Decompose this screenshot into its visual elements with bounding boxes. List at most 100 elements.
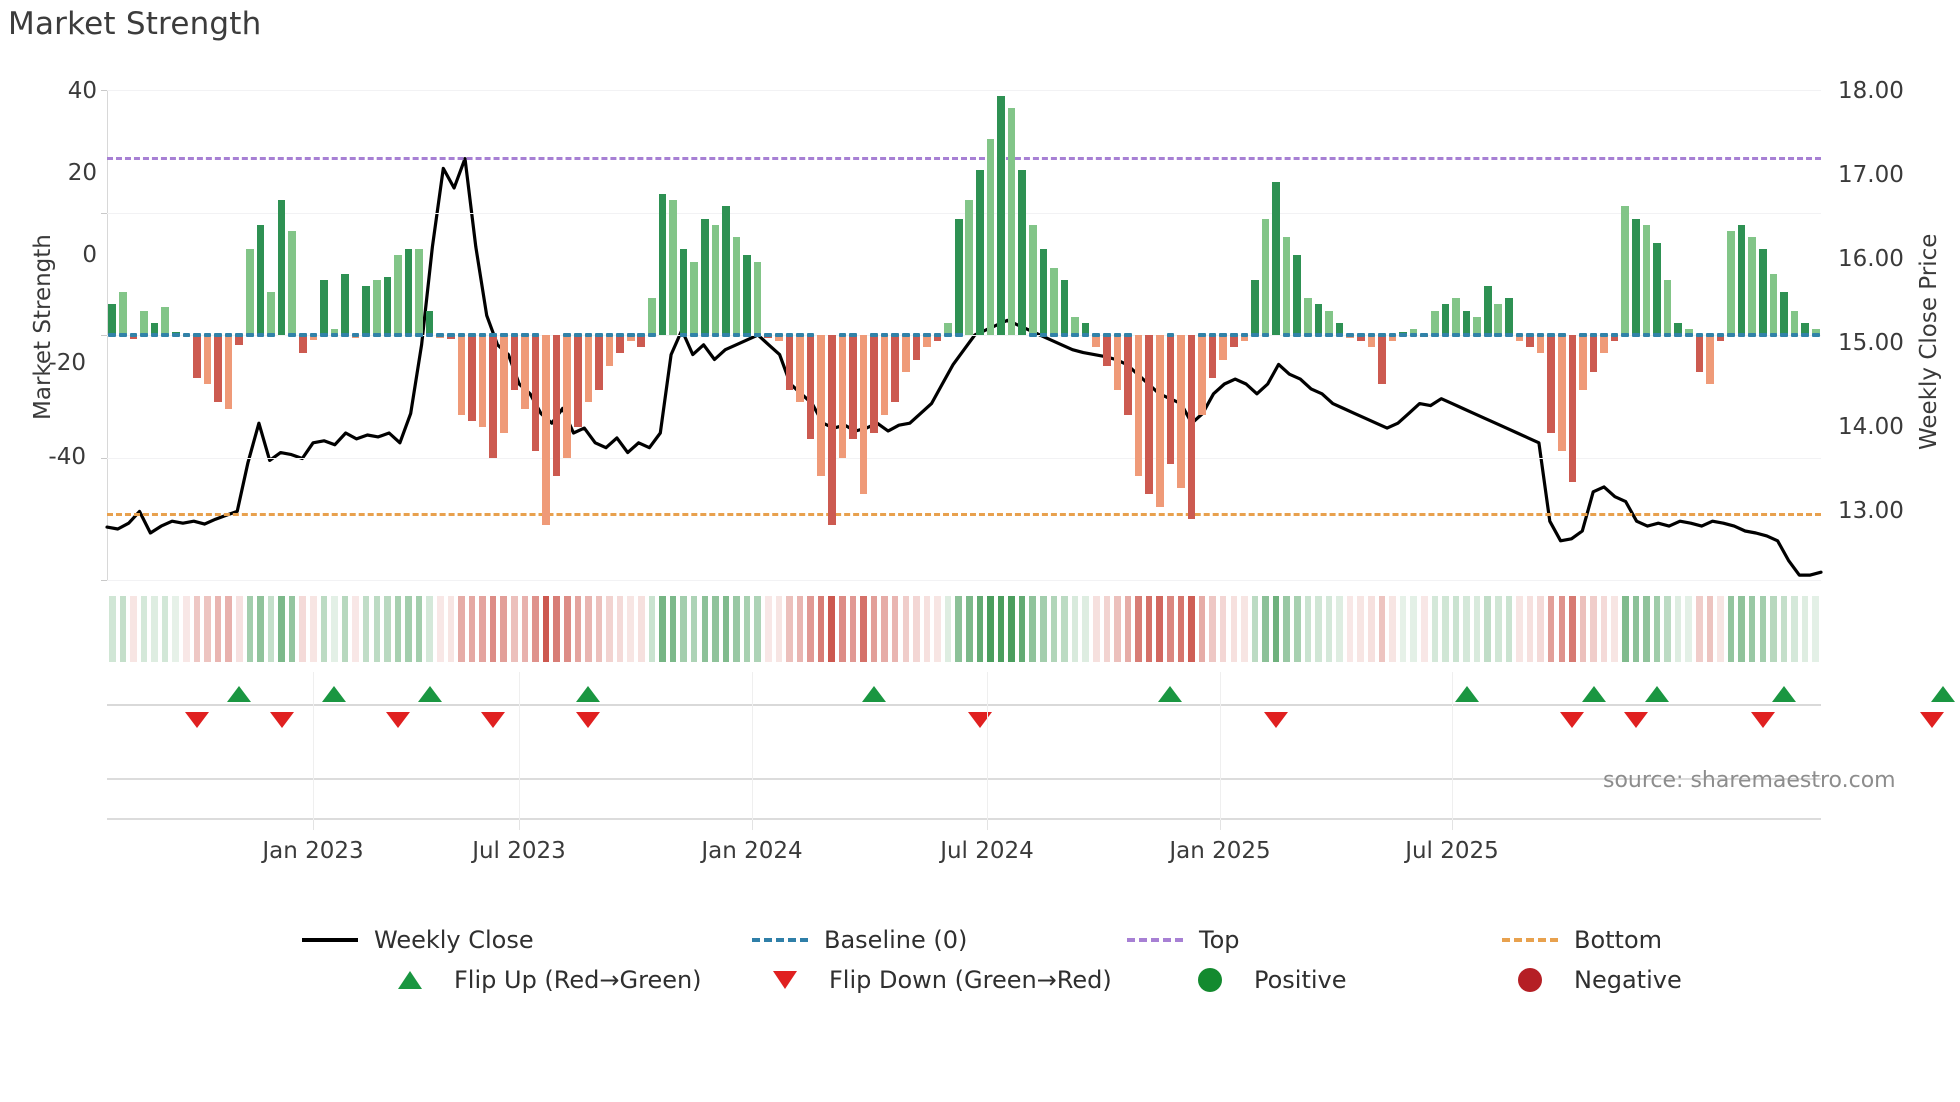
baseline-segment bbox=[1071, 333, 1079, 337]
heatmap-cell bbox=[415, 596, 423, 662]
baseline-segment bbox=[711, 333, 720, 337]
strength-bar bbox=[404, 249, 413, 335]
heatmap-cell bbox=[553, 596, 560, 662]
legend-item-negative[interactable]: Negative bbox=[1500, 960, 1682, 1000]
strength-bar bbox=[1579, 335, 1587, 391]
legend-item-weekly-close[interactable]: Weekly Close bbox=[300, 920, 534, 960]
flip-up-marker[interactable] bbox=[862, 686, 887, 702]
heatmap-cell bbox=[712, 596, 719, 662]
y-tick-left bbox=[101, 212, 107, 214]
heatmap-cell bbox=[659, 596, 666, 662]
baseline-segment bbox=[425, 333, 434, 337]
legend-item-positive[interactable]: Positive bbox=[1180, 960, 1347, 1000]
strength-bar bbox=[1505, 298, 1513, 335]
flip-up-marker[interactable] bbox=[1930, 686, 1955, 702]
heatmap-cell bbox=[1748, 596, 1756, 662]
baseline-segment bbox=[235, 333, 244, 337]
baseline-segment bbox=[806, 333, 815, 337]
flip-down-marker[interactable] bbox=[1623, 712, 1648, 728]
heatmap-cell bbox=[310, 596, 317, 662]
heatmap-cell bbox=[849, 596, 857, 662]
strength-bar bbox=[1071, 316, 1079, 335]
heatmap-cell bbox=[405, 596, 412, 662]
legend-item-bottom[interactable]: Bottom bbox=[1500, 920, 1662, 960]
strength-bar bbox=[1293, 255, 1302, 335]
flip-down-marker[interactable] bbox=[1560, 712, 1585, 728]
strength-bar bbox=[1748, 237, 1757, 335]
strength-bar bbox=[1229, 335, 1238, 348]
strength-bar bbox=[1134, 335, 1143, 476]
heatmap-cell bbox=[225, 596, 232, 662]
baseline-segment bbox=[764, 333, 773, 337]
heatmap-cell bbox=[1495, 596, 1502, 662]
flip-down-marker[interactable] bbox=[385, 712, 410, 728]
strength-bar bbox=[246, 249, 254, 335]
y-tick-right-5: 13.00 bbox=[1838, 498, 1904, 524]
heatmap-cell bbox=[214, 596, 222, 662]
flip-down-marker[interactable] bbox=[1750, 712, 1775, 728]
x-tick-label: Jan 2023 bbox=[262, 838, 364, 864]
flip-up-marker[interactable] bbox=[1454, 686, 1479, 702]
flip-up-marker[interactable] bbox=[1645, 686, 1669, 702]
legend-item-baseline[interactable]: Baseline (0) bbox=[750, 920, 967, 960]
strength-bar bbox=[732, 237, 741, 335]
baseline-segment bbox=[1462, 333, 1471, 337]
heatmap-cell bbox=[701, 596, 709, 662]
strength-bar bbox=[785, 335, 794, 391]
flip-up-marker[interactable] bbox=[1771, 686, 1796, 702]
strength-bar bbox=[1092, 335, 1101, 348]
heatmap-cell bbox=[320, 596, 328, 662]
heatmap-cell bbox=[521, 596, 529, 662]
flip-up-marker[interactable] bbox=[227, 686, 252, 702]
heatmap-cell bbox=[1304, 596, 1312, 662]
heatmap-cell bbox=[1791, 596, 1798, 662]
legend-item-flip-down[interactable]: Flip Down (Green→Red) bbox=[755, 960, 1112, 1000]
flip-down-marker[interactable] bbox=[269, 712, 294, 728]
legend-item-flip-up[interactable]: Flip Up (Red→Green) bbox=[380, 960, 702, 1000]
strength-bar bbox=[1187, 335, 1196, 519]
strength-bar bbox=[1198, 335, 1206, 415]
strength-bar bbox=[161, 307, 169, 335]
strength-bar bbox=[1240, 335, 1249, 342]
flip-down-marker[interactable] bbox=[1920, 712, 1945, 728]
strength-bar bbox=[150, 322, 159, 335]
flip-down-marker[interactable] bbox=[184, 712, 209, 728]
flip-down-marker[interactable] bbox=[481, 712, 506, 728]
legend-item-top[interactable]: Top bbox=[1125, 920, 1240, 960]
heatmap-cell bbox=[140, 596, 148, 662]
flip-up-marker[interactable] bbox=[1158, 686, 1183, 702]
strength-bar bbox=[605, 335, 614, 366]
baseline-segment bbox=[944, 333, 952, 337]
flip-up-marker[interactable] bbox=[417, 686, 442, 702]
heatmap-cell bbox=[976, 596, 984, 662]
strength-bar bbox=[1007, 108, 1016, 335]
baseline-segment bbox=[1198, 333, 1206, 337]
strength-bar bbox=[1684, 328, 1693, 335]
baseline-segment bbox=[1092, 333, 1101, 337]
heatmap-cell bbox=[1336, 596, 1343, 662]
baseline-segment bbox=[563, 333, 572, 337]
heatmap-cell bbox=[1346, 596, 1354, 662]
strength-bar bbox=[1155, 335, 1164, 507]
heatmap-cell bbox=[870, 596, 878, 662]
heatmap-cell bbox=[1643, 596, 1650, 662]
baseline-segment bbox=[1081, 333, 1090, 337]
baseline-segment bbox=[256, 333, 265, 337]
y-tick-left-0: 40 bbox=[67, 78, 97, 104]
gridline bbox=[107, 580, 1821, 581]
strength-bar bbox=[288, 230, 296, 335]
baseline-segment bbox=[1028, 333, 1037, 337]
baseline-segment bbox=[1579, 333, 1587, 337]
baseline-segment bbox=[267, 333, 275, 337]
flip-up-marker[interactable] bbox=[576, 686, 601, 702]
flip-down-marker[interactable] bbox=[1264, 712, 1289, 728]
flip-up-marker[interactable] bbox=[322, 686, 347, 702]
baseline-segment bbox=[753, 333, 762, 337]
heatmap-cell bbox=[384, 596, 391, 662]
flip-down-marker[interactable] bbox=[576, 712, 601, 728]
flip-up-marker[interactable] bbox=[1581, 686, 1606, 702]
heatmap-cell bbox=[130, 596, 137, 662]
x-tick-label: Jul 2024 bbox=[940, 838, 1034, 864]
flip-down-marker[interactable] bbox=[967, 712, 992, 728]
legend-row-1: Weekly Close Baseline (0) Top Bottom bbox=[0, 920, 1960, 960]
